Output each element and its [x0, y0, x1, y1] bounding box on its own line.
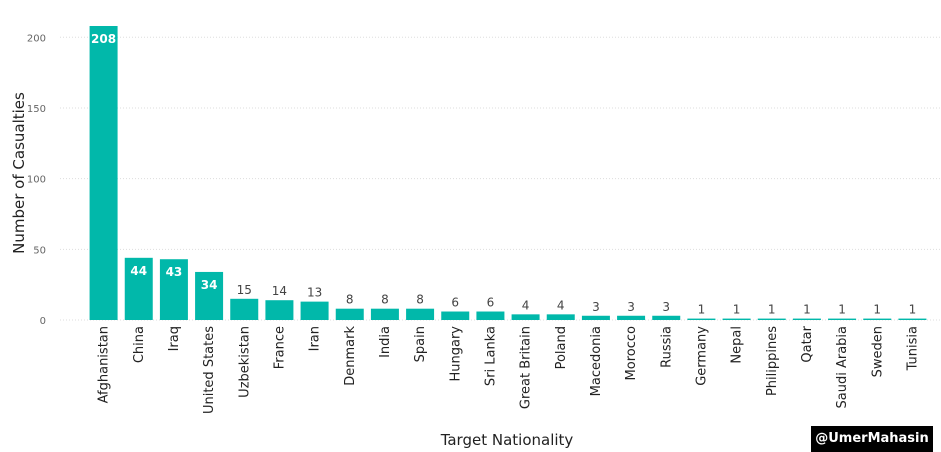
bar [159, 259, 188, 320]
data-label: 43 [166, 265, 183, 279]
bar [89, 26, 118, 320]
y-tick-label: 100 [27, 175, 46, 186]
data-label: 1 [909, 303, 917, 317]
data-label: 14 [272, 284, 287, 298]
data-label: 1 [803, 303, 811, 317]
y-axis-title: Number of Casualties [10, 92, 28, 254]
y-tick-label: 200 [27, 33, 46, 44]
x-tick-label: India [378, 326, 393, 358]
x-tick-label: Great Britain [519, 326, 534, 409]
data-label: 3 [662, 300, 670, 314]
bar [722, 318, 751, 320]
data-label: 1 [838, 303, 846, 317]
data-label: 8 [416, 293, 424, 307]
data-label: 6 [487, 296, 495, 310]
y-tick-label: 150 [27, 104, 46, 115]
bar [546, 314, 575, 320]
x-tick-label: Germany [694, 326, 709, 386]
x-tick-label: Uzbekistan [237, 326, 252, 398]
data-label: 1 [733, 303, 741, 317]
gridlines [60, 36, 941, 321]
bar [828, 318, 857, 320]
bar [617, 315, 646, 320]
bar [476, 311, 505, 320]
data-label: 1 [698, 303, 706, 317]
y-tick-label: 50 [33, 245, 46, 256]
data-label: 3 [592, 300, 600, 314]
x-tick-label: Sweden [870, 326, 885, 377]
x-tick-label: Nepal [730, 326, 745, 364]
x-tick-label: France [272, 326, 287, 369]
bar [265, 300, 294, 320]
x-tick-label: Morocco [624, 326, 639, 380]
bar [898, 318, 927, 320]
data-label: 1 [873, 303, 881, 317]
data-label: 1 [768, 303, 776, 317]
bars [89, 26, 927, 320]
x-tick-label: Poland [554, 326, 569, 369]
author-watermark: @UmerMahasin [811, 426, 933, 452]
x-tick-label: Macedonia [589, 326, 604, 396]
x-tick-label: Denmark [343, 326, 358, 386]
x-axis-title: Target Nationality [440, 431, 574, 449]
data-label: 8 [381, 293, 389, 307]
bar [687, 318, 716, 320]
data-label: 208 [91, 32, 116, 46]
data-label: 15 [237, 283, 252, 297]
x-tick-label: Hungary [448, 326, 463, 382]
bar [300, 301, 329, 320]
x-tick-label: Iraq [167, 326, 182, 351]
bar [652, 315, 681, 320]
x-tick-label: China [132, 326, 147, 363]
data-label: 34 [201, 278, 218, 292]
x-tick-label: Qatar [800, 325, 815, 362]
x-tick-label: Russia [659, 326, 674, 368]
bar [230, 298, 259, 320]
x-tick-label: United States [202, 326, 217, 414]
bar [792, 318, 821, 320]
data-label: 44 [130, 264, 147, 278]
y-axis-ticks: 0 50 100 150 200 [27, 33, 46, 327]
data-label: 13 [307, 286, 322, 300]
bar [511, 314, 540, 320]
x-axis-ticks: Afghanistan China Iraq United States Uzbekis… [97, 325, 921, 414]
bar [335, 308, 364, 320]
data-label: 3 [627, 300, 635, 314]
data-label: 4 [522, 298, 530, 312]
x-tick-label: Afghanistan [97, 326, 112, 403]
bar [757, 318, 786, 320]
x-tick-label: Spain [413, 326, 428, 362]
bar [195, 271, 224, 320]
y-tick-label: 0 [40, 316, 46, 327]
bar [370, 308, 399, 320]
data-label: 4 [557, 298, 565, 312]
bar [441, 311, 470, 320]
bar [863, 318, 892, 320]
bar [406, 308, 435, 320]
x-tick-label: Tunisia [905, 326, 920, 371]
x-tick-label: Sri Lanka [483, 326, 498, 386]
bar [581, 315, 610, 320]
x-tick-label: Saudi Arabia [835, 326, 850, 409]
bar [124, 257, 153, 320]
x-tick-label: Philippines [765, 326, 780, 396]
data-label: 8 [346, 293, 354, 307]
x-tick-label: Iran [308, 326, 323, 351]
data-label: 6 [451, 296, 459, 310]
